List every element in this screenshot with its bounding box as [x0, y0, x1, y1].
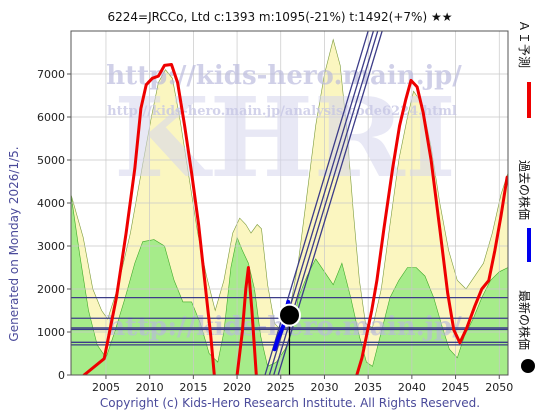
x-tick-label: 2010: [136, 381, 164, 394]
x-tick-label: 2040: [398, 381, 426, 394]
x-tick-label: 2050: [485, 381, 513, 394]
x-tick-label: 2045: [442, 381, 470, 394]
y-tick-label: 6000: [37, 111, 65, 124]
y-tick-label: 4000: [37, 197, 65, 210]
y-axis-ticks: 0 1000 2000 3000 4000 5000 6000 7000: [37, 68, 71, 382]
price-series: [82, 63, 508, 375]
y-tick-label: 3000: [37, 240, 65, 253]
x-tick-label: 2030: [310, 381, 338, 394]
chart-title: 6224=JRCCo, Ltd c:1393 m:1095(-21%) t:14…: [108, 10, 453, 24]
watermark-sub-url: http://kids-hero.main.jp/analysis/code62…: [107, 104, 457, 119]
x-tick-label: 2035: [354, 381, 382, 394]
y-tick-label: 5000: [37, 154, 65, 167]
past-series-line: [272, 299, 292, 352]
legend-past-label: 過去の株価: [517, 160, 532, 220]
legend-latest-swatch: [521, 359, 535, 373]
forecast-series-line: [82, 63, 216, 375]
legend: ＡＩ予測 過去の株価 最新の株価: [517, 20, 535, 373]
latest-price-marker: [278, 303, 301, 327]
y-tick-label: 2000: [37, 283, 65, 296]
x-tick-label: 2025: [267, 381, 295, 394]
x-tick-label: 2020: [223, 381, 251, 394]
forecast-series-line: [235, 266, 258, 375]
x-tick-label: 2015: [179, 381, 207, 394]
x-axis-ticks: 2005 2010 2015 2020 2025 2030 2035 2040 2045 2050: [92, 375, 513, 394]
y-tick-label: 0: [58, 369, 65, 382]
copyright-footer: Copyright (c) Kids-Hero Research Institu…: [100, 396, 480, 410]
legend-forecast-label: ＡＩ予測: [517, 20, 531, 68]
watermark-logo: KHRI: [114, 73, 456, 202]
x-tick-label: 2005: [92, 381, 120, 394]
y-tick-label: 1000: [37, 326, 65, 339]
latest-marker-group: [278, 303, 301, 375]
y-tick-label: 7000: [37, 68, 65, 81]
forecast-series-line: [355, 78, 508, 375]
generated-date-label: Generated on Monday 2026/1/5.: [7, 146, 21, 341]
legend-latest-label: 最新の株価: [517, 290, 532, 350]
